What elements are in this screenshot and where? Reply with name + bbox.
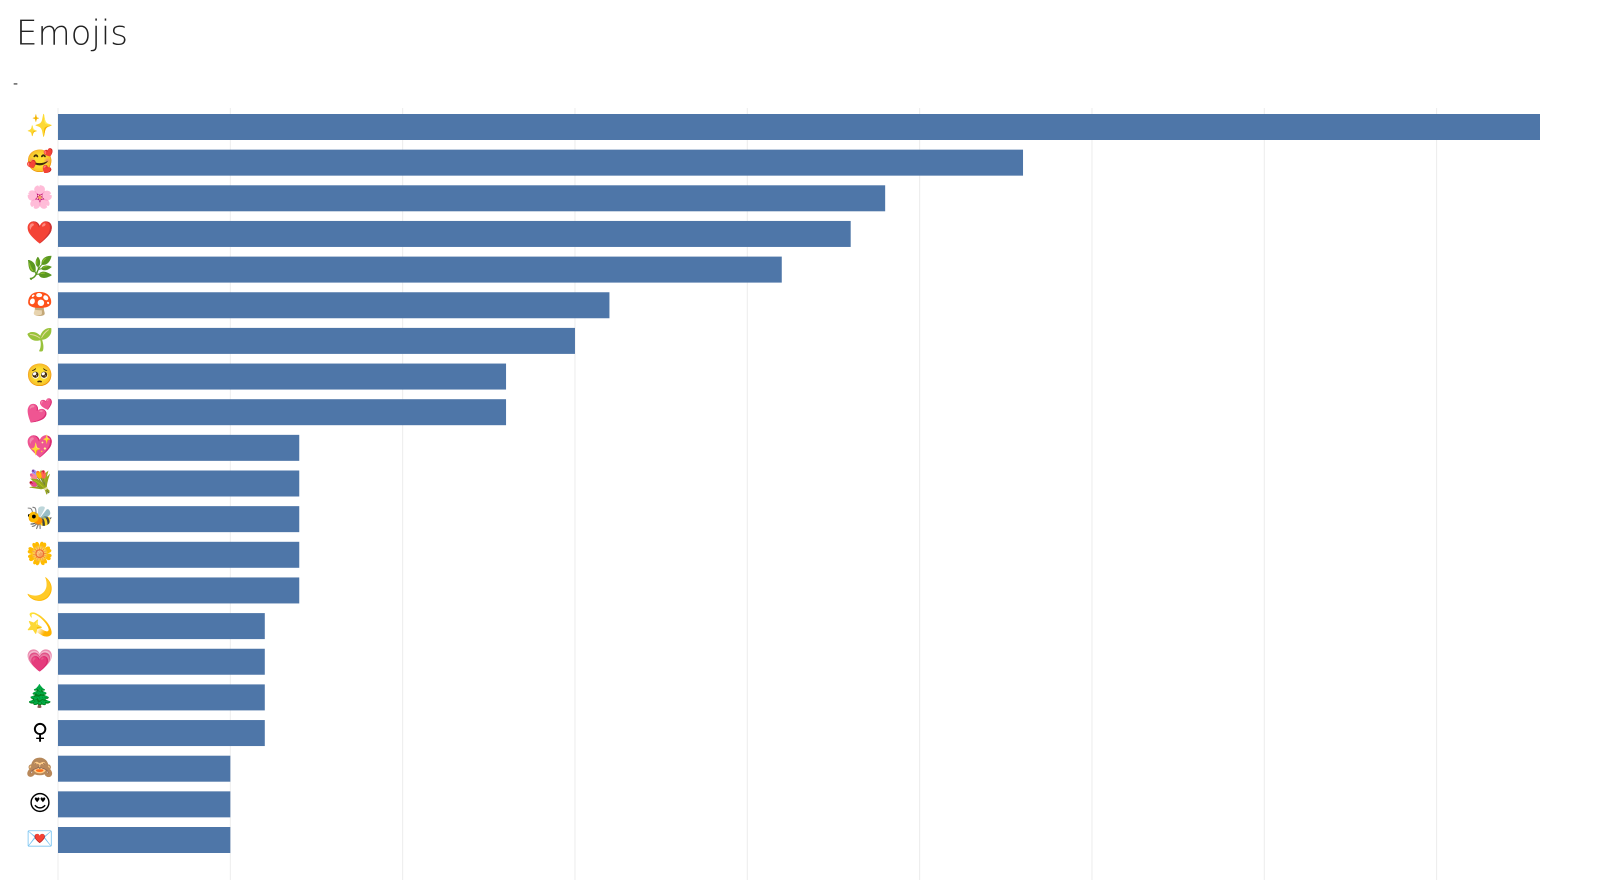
category-label: 🍄 (26, 291, 53, 317)
bar (58, 149, 1024, 176)
category-label: ✨ (26, 113, 53, 139)
category-label: 💖 (26, 434, 54, 460)
bar (58, 470, 300, 497)
category-label: 🌙 (26, 576, 53, 602)
bar (58, 434, 300, 461)
category-label: 🥺 (26, 363, 53, 389)
bar (58, 648, 265, 675)
bar (58, 114, 1540, 140)
bar (58, 613, 265, 640)
category-label: 🌸 (26, 184, 53, 210)
category-label: 🐝 (26, 505, 53, 531)
category-label: 💌 (26, 827, 53, 852)
category-label: 🌼 (26, 541, 53, 567)
bar (58, 684, 265, 711)
bar (58, 577, 300, 604)
category-label: 🌱 (26, 327, 53, 353)
bar (58, 720, 265, 747)
category-label: ♀ (32, 720, 48, 745)
bar (58, 791, 231, 818)
bar (58, 363, 507, 390)
bar (58, 506, 300, 533)
category-label: 🌿 (26, 256, 53, 282)
category-label: 🌲 (26, 683, 53, 709)
bar (58, 327, 575, 354)
bar (58, 256, 782, 283)
category-label: 😍 (29, 791, 52, 816)
bar (58, 827, 231, 853)
bar (58, 292, 610, 319)
category-label: 💕 (26, 398, 53, 424)
bar (58, 399, 507, 426)
category-label: 💗 (26, 648, 54, 674)
category-label: 🥰 (26, 148, 53, 175)
bar (58, 755, 231, 782)
category-label: 🙈 (26, 756, 53, 781)
category-label: 💐 (26, 469, 53, 496)
chart-title: Emojis (16, 14, 128, 54)
chart-subtitle: - (13, 76, 18, 92)
bar (58, 220, 851, 247)
category-label: 💫 (26, 612, 53, 639)
bar (58, 541, 300, 568)
category-label: ❤️ (26, 220, 54, 246)
bar (58, 185, 886, 212)
